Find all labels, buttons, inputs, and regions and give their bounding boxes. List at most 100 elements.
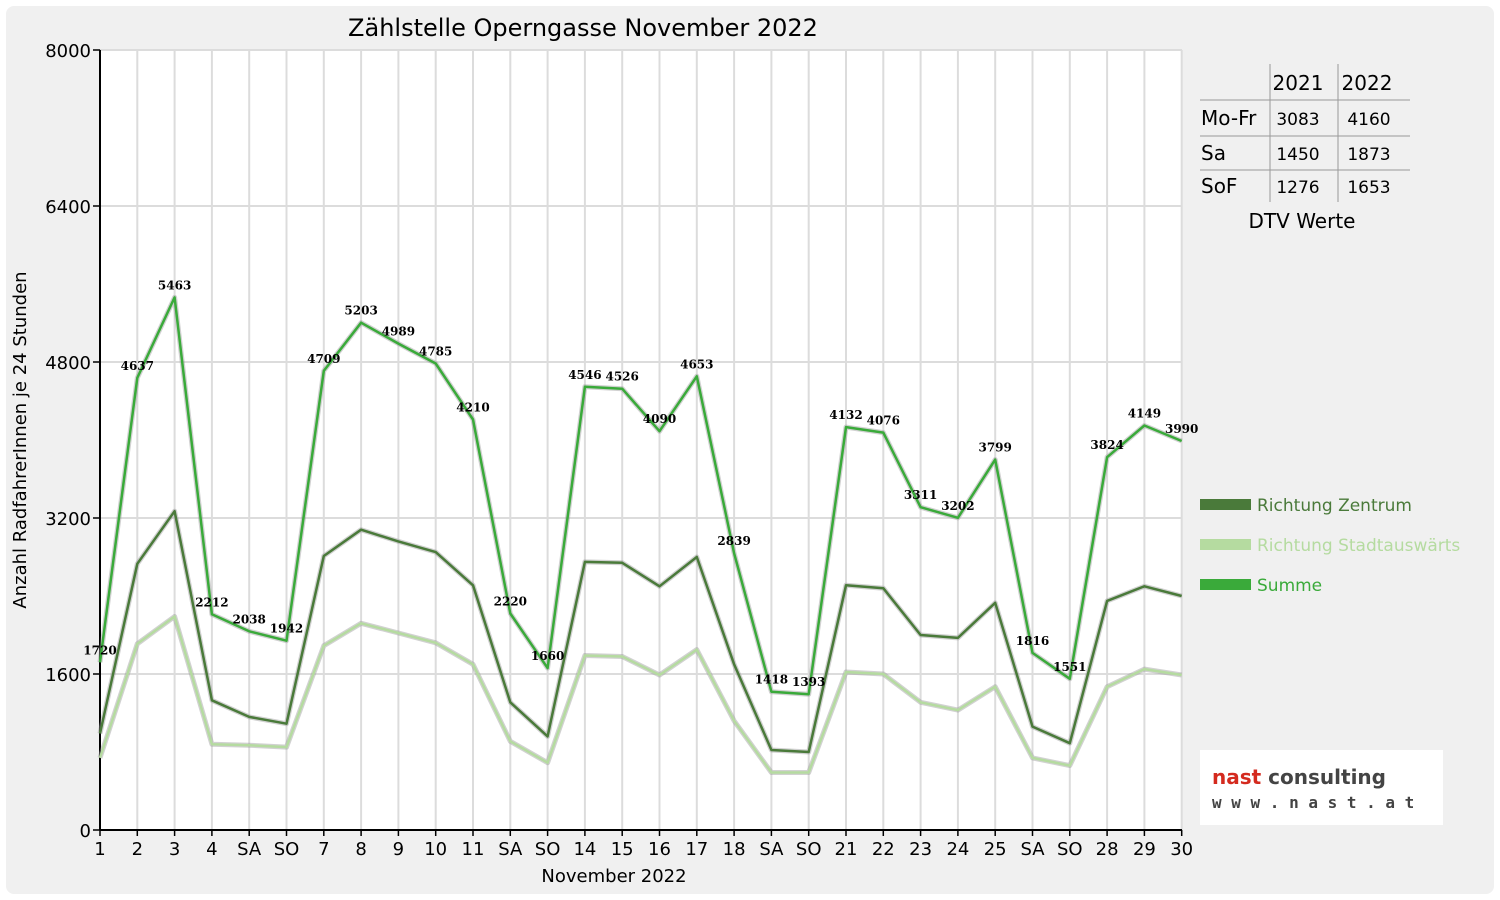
dtv-cell: 1276 bbox=[1276, 178, 1319, 198]
dtv-row-label: SoF bbox=[1201, 174, 1237, 198]
series-line-zentrum bbox=[98, 509, 1183, 754]
x-tick-label: 29 bbox=[1133, 839, 1156, 860]
data-label: 4210 bbox=[456, 401, 489, 415]
legend-swatch-zentrum bbox=[1200, 499, 1251, 510]
x-tick-labels: 1 2 3 4 SA SO 7 8 9 10 11 SA SO 14 15 16 17 18 SA SO 21 22 23 2… bbox=[94, 839, 1193, 860]
x-tick-label: SO bbox=[1057, 839, 1083, 860]
x-tick-label: 24 bbox=[946, 839, 969, 860]
dtv-caption: DTV Werte bbox=[1249, 209, 1356, 233]
x-tick-label: 28 bbox=[1096, 839, 1119, 860]
y-tick-label: 8000 bbox=[45, 41, 91, 62]
data-label: 1393 bbox=[792, 675, 825, 689]
y-axis-title: Anzahl RadfahrerInnen je 24 Stunden bbox=[10, 271, 31, 608]
dtv-header-2022: 2022 bbox=[1342, 71, 1393, 95]
dtv-cell: 4160 bbox=[1347, 110, 1390, 130]
legend-swatch-summe bbox=[1200, 579, 1251, 590]
data-label: 1551 bbox=[1053, 660, 1086, 674]
data-label: 4149 bbox=[1128, 406, 1161, 420]
data-label: 1816 bbox=[1016, 634, 1049, 648]
axes bbox=[93, 49, 1183, 836]
x-tick-label: 2 bbox=[132, 839, 143, 860]
x-tick-label: 18 bbox=[723, 839, 746, 860]
x-tick-label: 21 bbox=[835, 839, 858, 860]
data-label: 1660 bbox=[531, 649, 564, 663]
legend: Richtung Zentrum Richtung Stadtauswärts … bbox=[1200, 496, 1460, 596]
x-tick-label: SO bbox=[274, 839, 300, 860]
logo-name-part: consulting bbox=[1268, 765, 1386, 789]
x-tick-label: 11 bbox=[462, 839, 485, 860]
data-label: 2212 bbox=[195, 595, 228, 609]
data-label: 4989 bbox=[382, 325, 415, 339]
data-label: 4653 bbox=[680, 357, 713, 371]
series-line-summe bbox=[98, 296, 1183, 696]
x-tick-label: SA bbox=[1020, 839, 1045, 860]
logo-url: w w w . n a s t . a t bbox=[1212, 793, 1414, 812]
data-label: 4526 bbox=[605, 370, 638, 384]
x-tick-label: 1 bbox=[94, 839, 105, 860]
series-line-stadtauswaerts bbox=[98, 615, 1182, 774]
dtv-cell: 3083 bbox=[1276, 110, 1319, 130]
x-tick-label: 10 bbox=[424, 839, 447, 860]
y-tick-label: 1600 bbox=[45, 665, 91, 686]
data-label: 4637 bbox=[121, 359, 154, 373]
data-label: 3799 bbox=[978, 441, 1011, 455]
data-label: 4090 bbox=[643, 412, 676, 426]
data-label: 2038 bbox=[232, 612, 265, 626]
x-tick-label: SA bbox=[498, 839, 523, 860]
data-label: 1418 bbox=[755, 673, 788, 687]
x-axis-title: November 2022 bbox=[541, 866, 686, 887]
plot-area bbox=[100, 50, 1182, 830]
x-tick-label: 15 bbox=[611, 839, 634, 860]
x-tick-label: 9 bbox=[393, 839, 404, 860]
data-labels: 1720 4637 5463 2212 2038 1942 4709 5203 4989 4785… bbox=[83, 278, 1198, 689]
x-tick-label: 14 bbox=[573, 839, 596, 860]
x-tick-label: SO bbox=[535, 839, 561, 860]
x-tick-label: SO bbox=[796, 839, 822, 860]
dtv-table: 2021 2022 Mo-Fr 3083 4160 Sa 1450 1873 S… bbox=[1200, 64, 1410, 233]
data-label: 3990 bbox=[1165, 422, 1198, 436]
x-tick-label: 25 bbox=[984, 839, 1007, 860]
x-tick-label: 17 bbox=[685, 839, 708, 860]
data-label: 3311 bbox=[904, 488, 937, 502]
x-tick-label: 16 bbox=[648, 839, 671, 860]
data-label: 4709 bbox=[307, 352, 340, 366]
series-lines bbox=[97, 294, 1183, 775]
data-label: 4076 bbox=[867, 414, 900, 428]
x-tick-label: 23 bbox=[909, 839, 932, 860]
x-tick-label: 30 bbox=[1170, 839, 1193, 860]
y-tick-labels: 0 1600 3200 4800 6400 8000 bbox=[45, 41, 91, 842]
legend-label-stadtauswaerts: Richtung Stadtauswärts bbox=[1257, 536, 1460, 556]
x-tick-label: SA bbox=[237, 839, 262, 860]
y-tick-label: 3200 bbox=[45, 509, 91, 530]
data-label: 2220 bbox=[494, 595, 527, 609]
dtv-row-label: Sa bbox=[1201, 141, 1226, 165]
data-label: 5203 bbox=[344, 304, 377, 318]
data-label: 4132 bbox=[829, 408, 862, 422]
x-tick-label: 3 bbox=[169, 839, 180, 860]
data-label: 1942 bbox=[270, 622, 303, 636]
y-tick-label: 4800 bbox=[45, 353, 91, 374]
data-label: 3824 bbox=[1090, 438, 1123, 452]
dtv-cell: 1653 bbox=[1347, 178, 1390, 198]
data-label: 4546 bbox=[568, 368, 601, 382]
x-tick-label: 4 bbox=[206, 839, 217, 860]
data-label: 4785 bbox=[419, 344, 452, 358]
dtv-cell: 1450 bbox=[1276, 145, 1319, 165]
x-tick-label: 7 bbox=[318, 839, 329, 860]
dtv-row-label: Mo-Fr bbox=[1201, 106, 1257, 130]
svg-text:nast consulting: nast consulting bbox=[1212, 765, 1386, 789]
nast-consulting-logo: nast consulting w w w . n a s t . a t bbox=[1200, 750, 1443, 825]
data-label: 3202 bbox=[941, 499, 974, 513]
data-label: 2839 bbox=[717, 534, 750, 548]
dtv-header-2021: 2021 bbox=[1273, 71, 1324, 95]
chart-title: Zählstelle Operngasse November 2022 bbox=[348, 14, 818, 42]
y-tick-label: 0 bbox=[80, 821, 91, 842]
legend-swatch-stadtauswaerts bbox=[1200, 539, 1251, 550]
logo-name: nast consulting bbox=[1212, 765, 1386, 789]
x-tick-label: SA bbox=[759, 839, 784, 860]
legend-label-summe: Summe bbox=[1257, 576, 1322, 596]
legend-label-zentrum: Richtung Zentrum bbox=[1257, 496, 1412, 516]
dtv-cell: 1873 bbox=[1347, 145, 1390, 165]
x-tick-label: 8 bbox=[355, 839, 366, 860]
